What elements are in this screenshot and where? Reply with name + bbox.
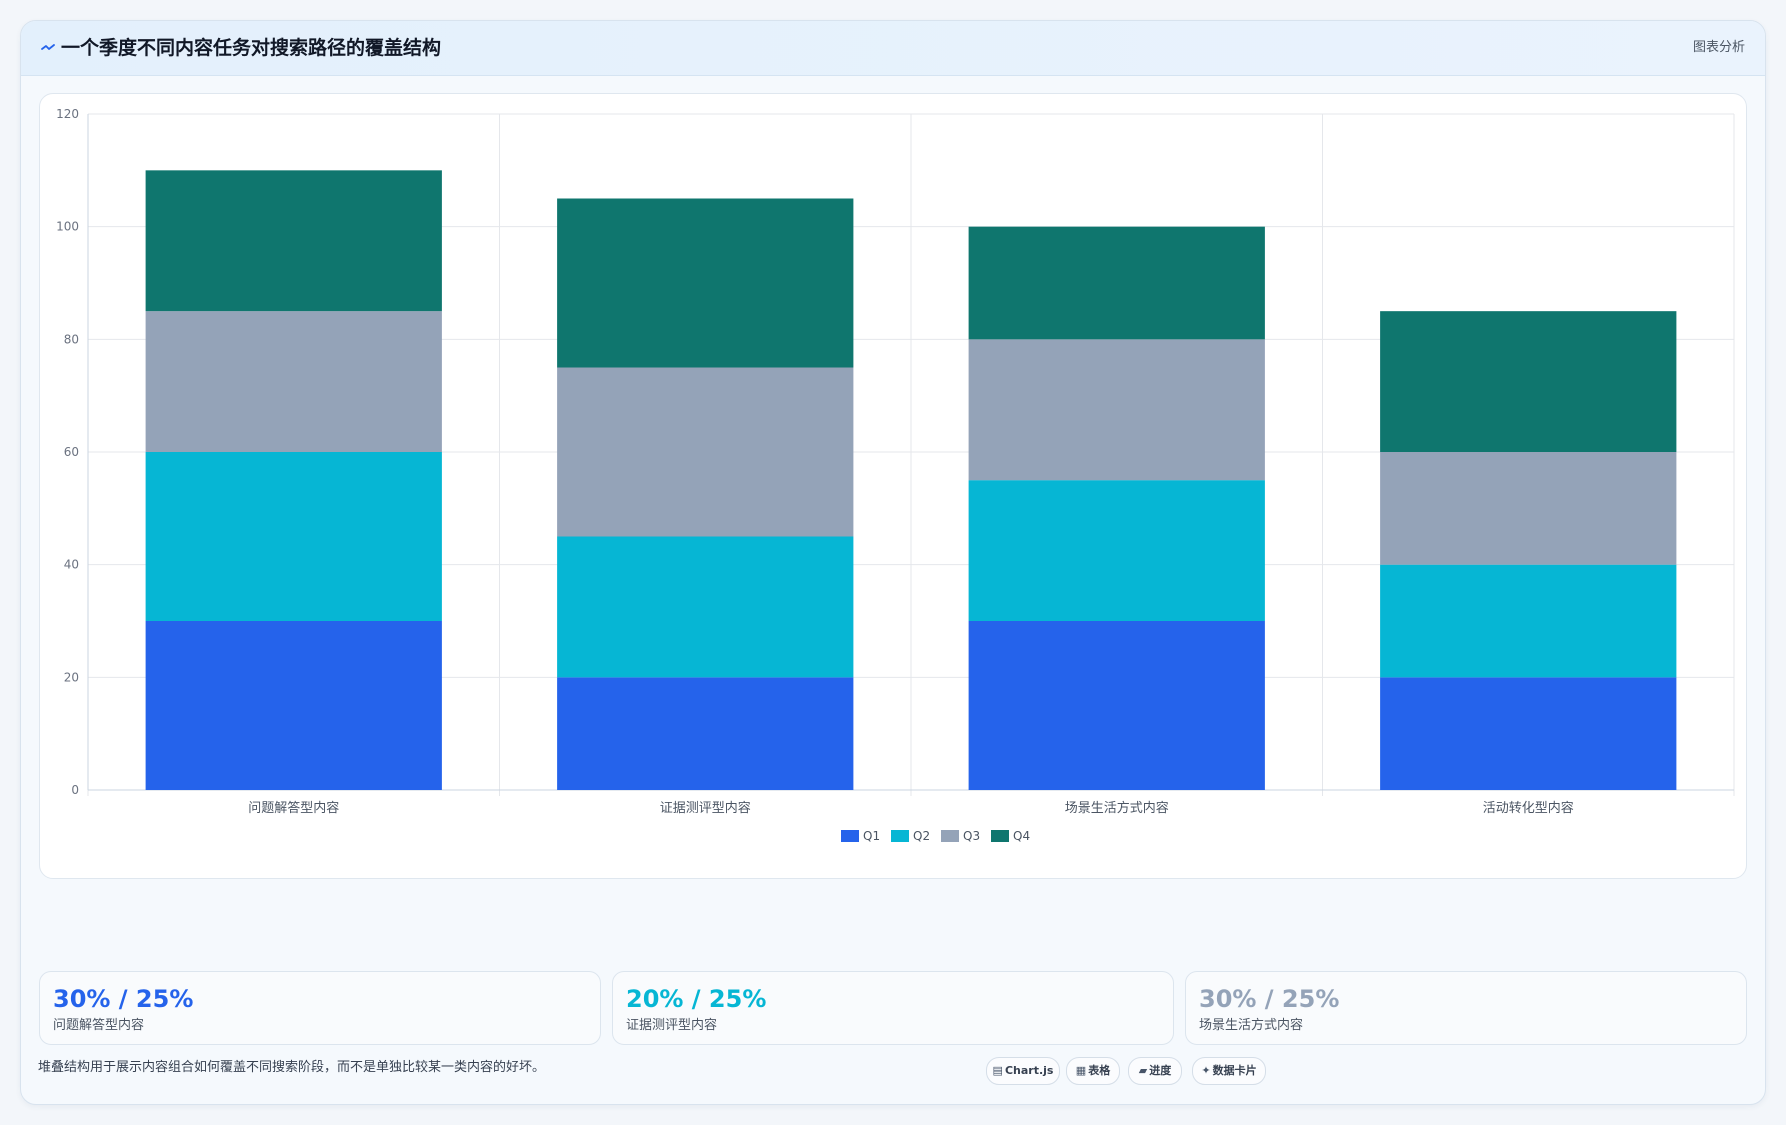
legend-swatch — [841, 830, 859, 842]
chart-footnote: 堆叠结构用于展示内容组合如何覆盖不同搜索阶段，而不是单独比较某一类内容的好坏。 — [38, 1060, 546, 1075]
bar-q2-4 — [1380, 564, 1677, 678]
tag-progress[interactable]: ▰ 进度 — [1128, 1057, 1182, 1085]
stat-card-1: 30% / 25% 问题解答型内容 — [39, 971, 601, 1045]
stat-label: 场景生活方式内容 — [1199, 1018, 1304, 1033]
bar-q4-2 — [557, 198, 854, 368]
bar-q2-2 — [557, 536, 854, 678]
legend-label: Q1 — [863, 829, 880, 843]
bar-q3-1 — [145, 311, 442, 452]
bar-q4-1 — [145, 170, 442, 312]
bar-q1-3 — [968, 621, 1265, 790]
legend-label: Q2 — [913, 829, 930, 843]
stacked-bar-chart: 0 20 40 60 80 100 120 问题解答型内容 证据测评型内容 场景生活方式内容 活动转… — [56, 107, 1735, 843]
bar-q2-3 — [968, 480, 1265, 621]
progress-icon: ▰ — [1138, 1064, 1148, 1077]
stat-value: 20% / 25% — [626, 985, 767, 1013]
bar-q1-2 — [557, 677, 854, 790]
bar-q1-1 — [145, 621, 442, 790]
y-tick-label: 100 — [56, 220, 79, 234]
stat-card-3: 30% / 25% 场景生活方式内容 — [1185, 971, 1747, 1045]
stat-value: 30% / 25% — [1199, 985, 1340, 1013]
data-card-icon: ✦ — [1201, 1064, 1211, 1077]
bar-q4-4 — [1380, 311, 1677, 452]
x-tick-label: 活动转化型内容 — [1483, 800, 1574, 816]
card-header: 一个季度不同内容任务对搜索路径的覆盖结构 图表分析 — [21, 21, 1765, 76]
stat-card-2: 20% / 25% 证据测评型内容 — [612, 971, 1174, 1045]
bar-q3-3 — [968, 339, 1265, 481]
y-tick-label: 120 — [56, 107, 79, 121]
y-tick-label: 40 — [64, 558, 79, 572]
bar-q4-3 — [968, 226, 1265, 340]
stat-label: 证据测评型内容 — [626, 1018, 718, 1033]
stat-label: 问题解答型内容 — [53, 1018, 145, 1033]
x-tick-label: 证据测评型内容 — [660, 800, 751, 816]
bar-q3-2 — [557, 367, 854, 537]
legend-swatch — [991, 830, 1009, 842]
chart-analysis-link[interactable]: 图表分析 — [1692, 40, 1745, 55]
legend-swatch — [941, 830, 959, 842]
chart-panel: 0 20 40 60 80 100 120 问题解答型内容 证据测评型内容 场景生活方式内容 活动转… — [39, 93, 1747, 879]
chart-title: 一个季度不同内容任务对搜索路径的覆盖结构 — [61, 37, 442, 59]
chart-card: 一个季度不同内容任务对搜索路径的覆盖结构 图表分析 0 20 40 60 80 100 12… — [20, 20, 1766, 1105]
y-tick-label: 20 — [64, 670, 79, 684]
chart-icon: ▤ — [992, 1064, 1003, 1077]
y-tick-label: 0 — [71, 783, 79, 797]
x-tick-label: 场景生活方式内容 — [1065, 800, 1169, 816]
stat-value: 30% / 25% — [53, 985, 194, 1013]
chart-trend-icon — [41, 41, 55, 55]
bar-q1-4 — [1380, 677, 1677, 790]
legend-label: Q3 — [963, 829, 980, 843]
legend-label: Q4 — [1013, 829, 1030, 843]
bar-q3-4 — [1380, 452, 1677, 565]
tag-table[interactable]: ▦ 表格 — [1066, 1057, 1120, 1085]
tag-chartjs[interactable]: ▤ Chart.js — [986, 1057, 1060, 1085]
table-icon: ▦ — [1075, 1064, 1087, 1077]
bar-q2-1 — [145, 452, 442, 621]
y-tick-label: 80 — [64, 332, 79, 346]
y-tick-label: 60 — [64, 445, 79, 459]
tag-data-card[interactable]: ✦ 数据卡片 — [1192, 1057, 1266, 1085]
x-tick-label: 问题解答型内容 — [248, 800, 339, 816]
legend-swatch — [891, 830, 909, 842]
